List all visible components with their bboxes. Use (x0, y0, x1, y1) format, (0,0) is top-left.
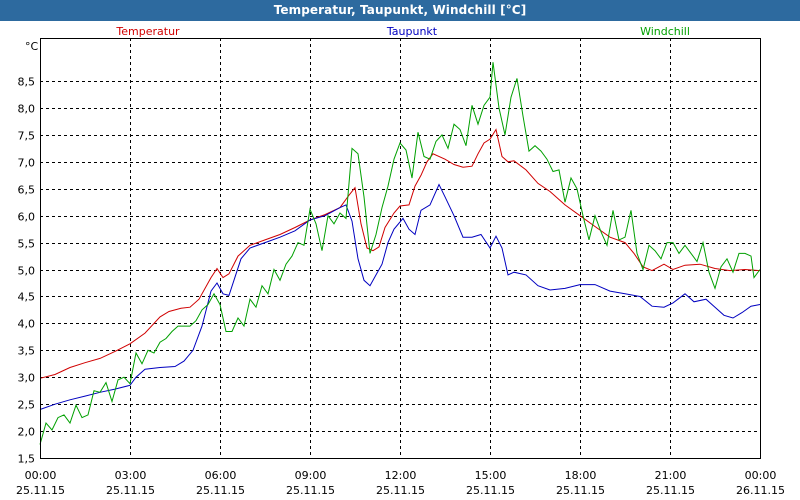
x-tick-date-label: 25.11.15 (466, 484, 515, 497)
plot-area-border (40, 38, 761, 459)
taupunkt-line (39, 183, 761, 410)
series-layer (39, 62, 761, 445)
x-tick-time-label: 06:00 (205, 469, 237, 482)
x-tick-time-label: 12:00 (385, 469, 417, 482)
x-tick-time-label: 00:00 (25, 469, 57, 482)
x-tick-date-label: 25.11.15 (376, 484, 425, 497)
x-tick-date-label: 25.11.15 (196, 484, 245, 497)
y-axis-ticks: 1,5 2,0 2,5 3,0 3,5 4,0 4,5 5,0 5,5 6,0 6,5 7,0 7,5 8… (18, 76, 36, 466)
x-tick-date-label: 25.11.15 (106, 484, 155, 497)
window-title: Temperatur, Taupunkt, Windchill [°C] (0, 0, 800, 21)
x-tick-date-label: 25.11.15 (646, 484, 695, 497)
y-tick-label: 6,5 (18, 184, 36, 197)
windchill-line (39, 62, 761, 445)
x-axis-ticks: 00:00 25.11.15 03:00 25.11.15 06:00 25.11.15 0… (16, 469, 785, 497)
y-tick-label: 2,0 (18, 426, 36, 439)
y-tick-label: 8,0 (18, 103, 36, 116)
legend-temperatur: Temperatur (115, 25, 180, 38)
temperatur-line (39, 128, 761, 379)
x-tick-time-label: 15:00 (475, 469, 507, 482)
y-tick-label: 5,0 (18, 265, 36, 278)
x-tick-date-label: 25.11.15 (556, 484, 605, 497)
y-tick-label: 3,5 (18, 345, 36, 358)
y-tick-label: 4,5 (18, 291, 36, 304)
x-tick-time-label: 21:00 (655, 469, 687, 482)
x-tick-time-label: 18:00 (565, 469, 597, 482)
y-tick-label: 4,0 (18, 318, 36, 331)
legend-windchill: Windchill (640, 25, 690, 38)
x-tick-date-label: 26.11.15 (736, 484, 785, 497)
y-tick-label: 7,5 (18, 130, 36, 143)
x-tick-time-label: 00:00 (745, 469, 777, 482)
legend: Temperatur Taupunkt Windchill (115, 25, 690, 38)
y-tick-label: 6,0 (18, 211, 36, 224)
y-tick-label: 7,0 (18, 157, 36, 170)
legend-taupunkt: Taupunkt (386, 25, 438, 38)
x-tick-date-label: 25.11.15 (286, 484, 335, 497)
y-axis-unit-label: °C (25, 40, 39, 53)
y-tick-label: 5,5 (18, 238, 36, 251)
grid-layer (40, 38, 760, 458)
y-tick-label: 8,5 (18, 76, 36, 89)
y-tick-label: 2,5 (18, 399, 36, 412)
x-tick-time-label: 03:00 (115, 469, 147, 482)
x-tick-time-label: 09:00 (295, 469, 327, 482)
y-tick-label: 1,5 (18, 453, 36, 466)
y-tick-label: 3,0 (18, 372, 36, 385)
x-tick-date-label: 25.11.15 (16, 484, 65, 497)
